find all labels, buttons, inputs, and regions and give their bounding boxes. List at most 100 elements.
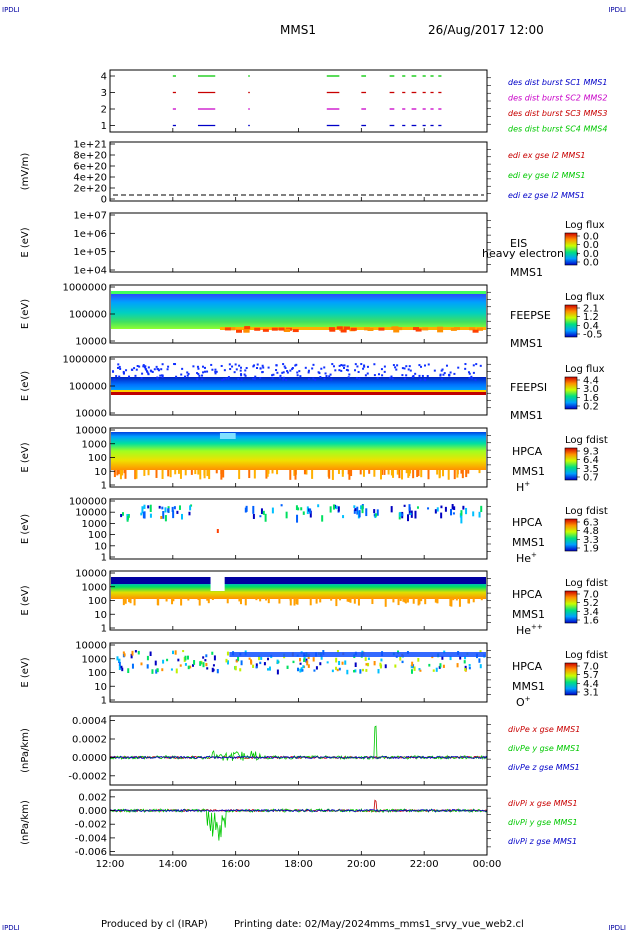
species-label: He+ [516, 551, 537, 565]
hpca-he2-low-energy [458, 598, 461, 607]
y-tick-label: 1e+05 [73, 247, 107, 258]
feepse-hot-spot [340, 329, 347, 333]
hpca-he-plus-sample [321, 515, 324, 522]
feepsi-speckle [388, 376, 391, 379]
hpca-o-sample [205, 654, 208, 658]
y-axis-label: E (eV) [20, 442, 31, 472]
hpca-he-plus-sample [375, 513, 378, 517]
feepsi-speckle [314, 378, 317, 381]
feepsi-speckle [220, 364, 223, 367]
feepsi-speckle [210, 363, 213, 366]
hpca-h-low-energy [436, 470, 439, 475]
hpca-he-plus-sample [120, 514, 123, 518]
feepsi-speckle [286, 371, 289, 374]
hpca-he-plus-sample [167, 508, 170, 513]
feepsi-speckle [443, 372, 446, 375]
feepse-hot-spot [393, 329, 400, 333]
hpca-h-low-energy [206, 470, 209, 477]
hpca-he-plus-sample [450, 508, 453, 516]
hpca-o-sample [118, 658, 121, 663]
hpca-o-sample [338, 667, 341, 671]
feepsi-speckle [426, 375, 429, 378]
hpca-he2-low-energy [289, 598, 292, 606]
hpca-he-plus-sample [353, 509, 356, 514]
feepsi-speckle [312, 377, 315, 380]
hpca-h-low-energy [161, 470, 164, 479]
hpca-he2-low-energy [244, 598, 247, 606]
series-divpi-1 [109, 807, 488, 841]
x-tick-label: 12:00 [96, 859, 125, 870]
feepsi-speckle [323, 377, 326, 380]
hpca-he-plus-sample [390, 506, 393, 513]
feepsi-speckle [221, 378, 224, 381]
hpca-o-sample [193, 660, 196, 665]
feepsi-speckle [203, 366, 206, 369]
feepsi-speckle [227, 376, 230, 379]
feepsi-speckle [317, 371, 320, 374]
hpca-h-low-energy [215, 470, 218, 474]
hpca-o-sample [468, 663, 471, 667]
colorbar-tick-label: 0.4 [583, 321, 599, 332]
y-tick-label: 4e+20 [73, 173, 107, 184]
hpca-he2-low-energy [293, 598, 296, 606]
hpca-he-plus-sample [373, 513, 376, 517]
feepse-hot-spot [396, 327, 403, 331]
hpca-h-low-energy [368, 470, 371, 474]
hpca-o-sample [235, 660, 238, 663]
y-axis-label: E (eV) [20, 514, 31, 544]
hpca-o-sample [354, 669, 357, 673]
hpca-he-plus-sample [161, 506, 164, 510]
hpca-he2-low-energy [293, 598, 296, 602]
hpca-o-band [229, 652, 486, 657]
hpca-he2-low-energy [399, 598, 402, 602]
feepsi-band-yellow [111, 390, 486, 392]
hpca-he2-low-energy [265, 598, 268, 601]
legend-entry: divPe z gse MMS1 [508, 763, 580, 772]
feepsi-speckle [345, 368, 348, 371]
x-tick-label: 00:00 [473, 859, 502, 870]
feepsi-speckle [472, 371, 475, 374]
feepsi-speckle [175, 375, 178, 378]
series-divpe-2 [109, 755, 488, 760]
feepsi-speckle [407, 368, 410, 371]
footer-printing-date: Printing date: 02/May/2024 [234, 919, 371, 930]
hpca-o-sample [456, 663, 459, 668]
feepsi-speckle [259, 367, 262, 370]
feepsi-speckle [252, 377, 255, 380]
colorbar-tick-label: 7.0 [583, 662, 599, 673]
hpca-he-plus-sample [306, 506, 309, 515]
feepsi-speckle [161, 376, 164, 379]
feepsi-speckle [291, 367, 294, 370]
hpca-o-sample [364, 657, 367, 661]
y-tick-label: 10 [94, 541, 107, 552]
y-tick-label: 1 [101, 481, 107, 492]
feepsi-speckle [307, 371, 310, 374]
hpca-h-low-energy [123, 470, 126, 474]
hpca-he-plus-sample [280, 504, 283, 507]
hpca-he2-low-energy [480, 598, 483, 601]
hpca-he2-low-energy [197, 598, 200, 601]
hpca-he2-low-energy [397, 598, 400, 606]
feepse-hot-spot [336, 326, 343, 330]
colorbar-tick-label: 7.0 [583, 590, 599, 601]
feepse-hot-spot [367, 327, 374, 331]
feepsi-speckle [479, 364, 482, 367]
y-tick-label: 1 [101, 696, 107, 707]
feepsi-speckle [116, 366, 119, 369]
feepse-hot-spot [343, 326, 350, 330]
feepsi-spectrogram [111, 377, 486, 392]
colorbar-tick-label: 0.0 [583, 232, 599, 243]
legend-entry: des dist burst SC4 MMS4 [508, 125, 607, 134]
feepsi-speckle [135, 368, 138, 371]
hpca-he2-low-energy [346, 598, 349, 602]
feepsi-speckle [282, 371, 285, 374]
feepsi-speckle [366, 365, 369, 368]
feepsi-speckle [240, 378, 243, 381]
panel-divpe: 0.0004 0.0002 0.0000 -0.0002 (nPa/km) divPe x… [20, 715, 580, 786]
feepsi-speckle [338, 364, 341, 367]
instrument-label: HPCA [512, 516, 543, 529]
hpca-o-sample [216, 669, 219, 674]
hpca-he-plus-sample [408, 507, 411, 515]
hpca-h-low-energy [134, 470, 137, 480]
hpca-h-low-energy [194, 470, 197, 475]
